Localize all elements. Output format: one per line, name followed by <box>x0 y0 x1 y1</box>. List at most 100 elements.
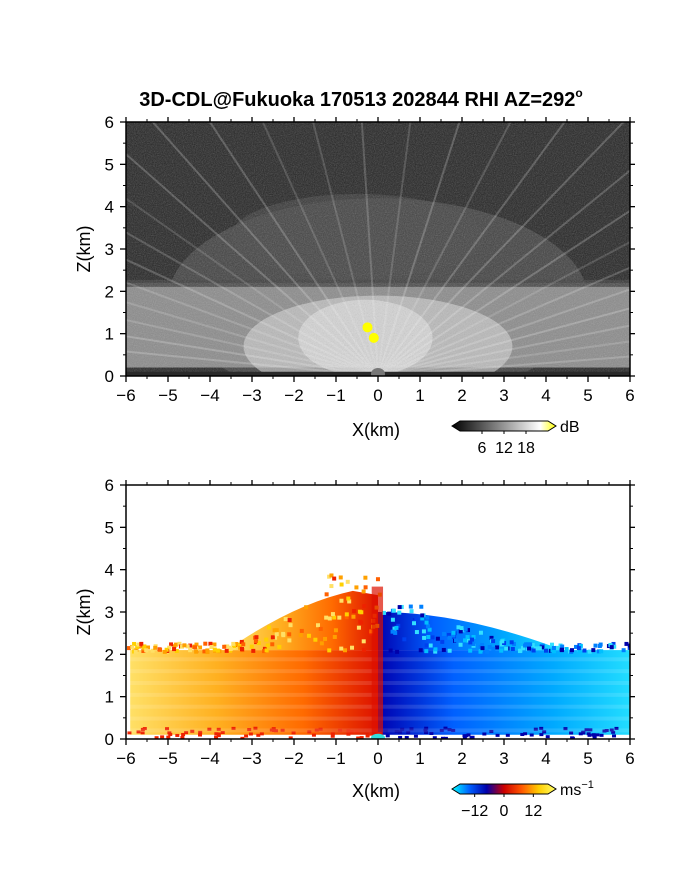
speckle-pixel <box>612 644 617 649</box>
base-speckle <box>409 727 414 731</box>
speckle-pixel <box>412 621 417 626</box>
speckle-pixel <box>177 641 182 646</box>
x-tick-label: 3 <box>499 749 508 768</box>
x-tick-label: −5 <box>158 749 177 768</box>
speckle-pixel <box>127 646 132 651</box>
base-speckle <box>198 733 203 737</box>
x-tick-label: −6 <box>116 386 135 405</box>
base-speckle <box>318 727 323 731</box>
origin-marker <box>371 733 385 739</box>
speckle-pixel <box>209 645 214 650</box>
speckle-pixel <box>324 592 329 597</box>
speckle-pixel <box>599 649 604 654</box>
base-speckle <box>280 728 285 732</box>
speckle-pixel <box>304 605 309 610</box>
base-speckle <box>505 733 510 737</box>
speckle-pixel <box>504 646 509 651</box>
speckle-pixel <box>621 648 626 653</box>
speckle-pixel <box>521 646 526 651</box>
speckle-pixel <box>463 638 468 643</box>
speckle-pixel <box>537 646 542 651</box>
base-speckle <box>394 729 399 733</box>
speckle-pixel <box>306 633 311 638</box>
speckle-pixel <box>426 634 431 639</box>
speckle-pixel <box>387 611 392 616</box>
speckle-pixel <box>194 649 199 654</box>
speckle-pixel <box>270 642 275 647</box>
base-speckle <box>273 729 278 733</box>
base-speckle <box>614 726 619 730</box>
y-tick-label: 6 <box>105 113 114 132</box>
base-speckle <box>127 731 132 735</box>
speckle-pixel <box>354 585 359 590</box>
colorbar-tick-label: −12 <box>461 803 488 820</box>
speckle-pixel <box>433 649 438 654</box>
speckle-pixel <box>332 615 337 620</box>
base-speckle <box>466 733 471 737</box>
reflectivity-xlabel: X(km) <box>352 420 400 440</box>
base-speckle <box>167 731 172 735</box>
base-speckle <box>398 735 403 739</box>
speckle-pixel <box>174 642 179 647</box>
base-speckle <box>136 730 141 734</box>
speckle-pixel <box>500 639 505 644</box>
x-tick-label: 2 <box>457 386 466 405</box>
speckle-pixel <box>409 609 414 614</box>
speckle-pixel <box>471 642 476 647</box>
speckle-pixel <box>130 645 135 650</box>
base-speckle <box>563 727 568 731</box>
speckle-pixel <box>338 575 343 580</box>
title-superscript: o <box>575 86 582 100</box>
speckle-pixel <box>609 645 614 650</box>
speckle-pixel <box>232 643 237 648</box>
base-speckle <box>184 731 189 735</box>
x-tick-label: −4 <box>200 749 219 768</box>
speckle-pixel <box>339 582 344 587</box>
speckle-pixel <box>422 635 427 640</box>
speckle-pixel <box>264 648 269 653</box>
base-speckle <box>356 736 361 739</box>
speckle-pixel <box>596 649 601 654</box>
base-speckle <box>207 727 212 731</box>
speckle-pixel <box>458 642 463 647</box>
speckle-pixel <box>402 637 407 642</box>
base-speckle <box>542 730 547 734</box>
speckle-pixel <box>283 617 288 622</box>
speckle-pixel <box>327 648 332 653</box>
origin-blob <box>371 368 385 376</box>
base-speckle <box>406 730 411 734</box>
base-speckle <box>592 736 597 739</box>
speckle-pixel <box>256 641 261 646</box>
speckle-pixel <box>287 618 292 623</box>
speckle-pixel <box>435 636 440 641</box>
speckle-pixel <box>478 630 483 635</box>
base-speckle <box>140 731 145 735</box>
speckle-pixel <box>555 645 560 650</box>
base-speckle <box>539 733 544 737</box>
speckle-pixel <box>624 641 629 646</box>
x-tick-label: −1 <box>326 749 345 768</box>
speckle-pixel <box>527 646 532 651</box>
speckle-pixel <box>324 615 329 620</box>
base-speckle <box>581 731 586 735</box>
speckle-pixel <box>426 624 431 629</box>
speckle-pixel <box>495 645 500 650</box>
positive-upper-layer <box>226 590 378 651</box>
speckle-pixel <box>194 642 199 647</box>
base-speckle <box>588 728 593 732</box>
base-speckle <box>168 732 173 736</box>
base-speckle <box>451 728 456 732</box>
speckle-pixel <box>239 639 244 644</box>
base-speckle <box>216 727 221 731</box>
speckle-pixel <box>332 634 337 639</box>
speckle-pixel <box>582 648 587 653</box>
x-tick-label: 6 <box>625 749 634 768</box>
x-tick-label: −4 <box>200 386 219 405</box>
speckle-pixel <box>446 633 451 638</box>
speckle-pixel <box>576 646 581 651</box>
base-speckle <box>529 733 534 737</box>
speckle-pixel <box>451 630 456 635</box>
speckle-pixel <box>185 644 190 649</box>
base-speckle <box>231 726 236 730</box>
speckle-pixel <box>254 635 259 640</box>
